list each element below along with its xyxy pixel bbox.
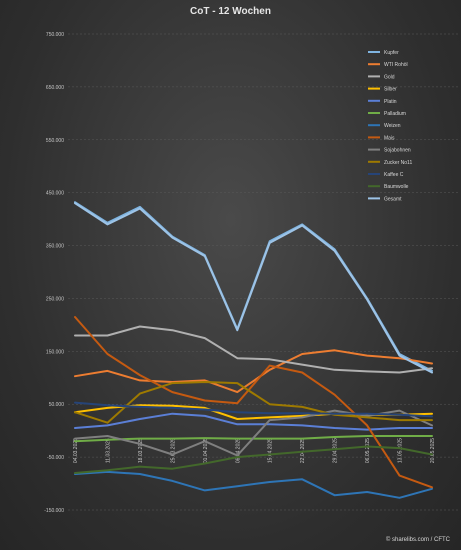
legend-label: Zucker No11 [384, 160, 412, 166]
x-tick-label: 18.03.2025 [138, 438, 144, 463]
legend-label: Weizen [384, 123, 401, 129]
series-line-wti-roh-l [74, 349, 433, 394]
legend-label: Gold [384, 74, 395, 80]
series-line-gesamt [74, 202, 433, 374]
legend-label: Baumwolle [384, 184, 409, 190]
legend-label: Palladium [384, 111, 406, 117]
x-tick-label: 06.05.2025 [365, 438, 371, 463]
y-tick-label: 550.000 [46, 138, 64, 144]
series-line-zucker-no11 [74, 381, 433, 424]
y-tick-label: 250.000 [46, 296, 64, 302]
y-tick-label: 150.000 [46, 349, 64, 355]
series-line-kaffee-c [74, 401, 433, 418]
legend-label: Kupfer [384, 50, 399, 56]
legend-label: Gesamt [384, 196, 402, 202]
legend: Kupfer WTI Rohöl Gold Silber Platin Palladium… [368, 50, 412, 202]
y-tick-label: -150.000 [44, 508, 64, 514]
legend-label: Kaffee C [384, 172, 404, 178]
y-tick-label: 350.000 [46, 244, 64, 250]
chart-title: CoT - 12 Wochen [190, 6, 271, 17]
y-tick-label: 50.000 [49, 402, 65, 408]
series-line-platin [74, 412, 433, 431]
y-tick-label: 650.000 [46, 85, 64, 91]
x-axis: 04.03.2025 11.03.2025 18.03.2025 25.03.2025… [73, 438, 436, 463]
y-tick-label: 750.000 [46, 32, 64, 38]
source-credit: © sharelibs.com / CFTC [386, 536, 451, 543]
legend-label: Silber [384, 87, 397, 93]
x-tick-label: 08.04.2025 [235, 438, 241, 463]
legend-label: Platin [384, 99, 397, 105]
series-line-gold [74, 325, 433, 374]
series-line-weizen [74, 470, 433, 499]
series-line-baumwolle [74, 445, 433, 474]
x-tick-label: 29.04.2025 [333, 438, 339, 463]
x-tick-label: 25.03.2025 [170, 438, 176, 463]
x-tick-label: 20.05.2025 [430, 438, 436, 463]
x-tick-label: 01.04.2025 [203, 438, 209, 463]
legend-label: Sojabohnen [384, 148, 411, 154]
y-tick-label: 450.000 [46, 191, 64, 197]
series-line-sojabohnen [74, 409, 433, 457]
series-layer [74, 201, 433, 499]
grid-layer [68, 33, 460, 511]
x-tick-label: 15.04.2025 [268, 438, 274, 463]
x-tick-label: 11.03.2025 [105, 438, 111, 463]
series-line-mais [74, 316, 433, 489]
legend-label: WTI Rohöl [384, 62, 408, 68]
y-tick-label: -50.000 [47, 455, 64, 461]
legend-label: Mais [384, 135, 395, 141]
x-tick-label: 04.03.2025 [73, 438, 79, 463]
x-tick-label: 13.05.2025 [398, 438, 404, 463]
x-tick-label: 22.04.2025 [300, 438, 306, 463]
y-axis: -150.000 -50.000 50.000 150.000 250.000 350.0… [44, 32, 64, 514]
